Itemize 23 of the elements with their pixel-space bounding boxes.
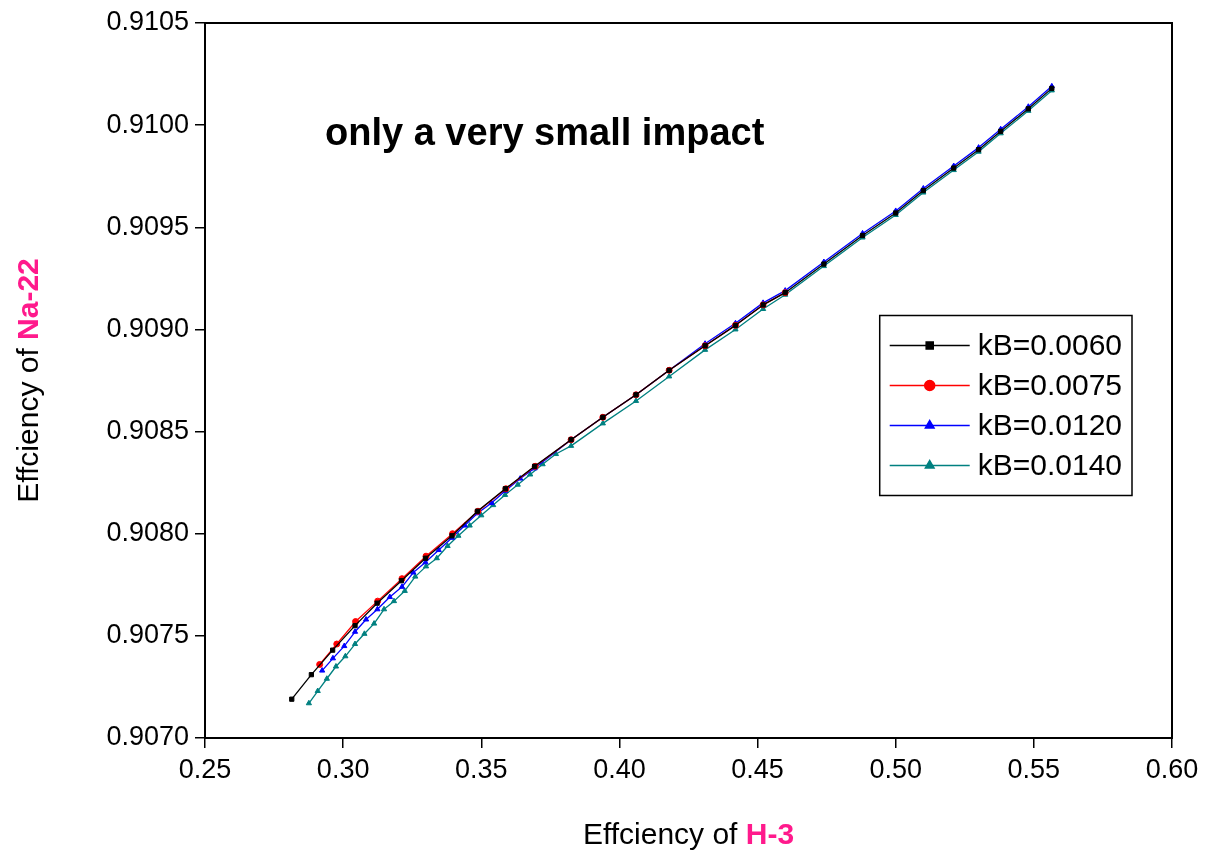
legend-label: kB=0.0075 bbox=[977, 367, 1123, 401]
y-tick-label: 0.9105 bbox=[106, 6, 189, 37]
y-tick-label: 0.9095 bbox=[106, 210, 189, 241]
y-axis-title: Effciency of Na-22 bbox=[11, 258, 45, 503]
annotation: only a very small impact bbox=[325, 111, 765, 153]
y-tick-label: 0.9080 bbox=[106, 517, 189, 548]
legend-label: kB=0.0060 bbox=[977, 327, 1123, 361]
x-tick-label: 0.60 bbox=[1145, 753, 1199, 784]
y-tick-label: 0.9075 bbox=[106, 619, 189, 650]
x-tick-label: 0.55 bbox=[1007, 753, 1061, 784]
y-tick-label: 0.9100 bbox=[106, 108, 189, 139]
y-tick-label: 0.9090 bbox=[106, 312, 189, 343]
x-tick-label: 0.25 bbox=[178, 753, 232, 784]
y-tick-label: 0.9070 bbox=[106, 721, 189, 752]
x-tick-label: 0.30 bbox=[316, 753, 370, 784]
x-tick-label: 0.50 bbox=[869, 753, 922, 784]
x-tick-label: 0.35 bbox=[455, 753, 508, 784]
y-tick-label: 0.9085 bbox=[106, 415, 189, 446]
x-tick-label: 0.45 bbox=[731, 753, 784, 784]
x-tick-label: 0.40 bbox=[593, 753, 646, 784]
legend-label: kB=0.0140 bbox=[977, 447, 1123, 481]
x-axis-title: Effciency of H-3 bbox=[582, 817, 795, 851]
legend-label: kB=0.0120 bbox=[977, 407, 1123, 441]
